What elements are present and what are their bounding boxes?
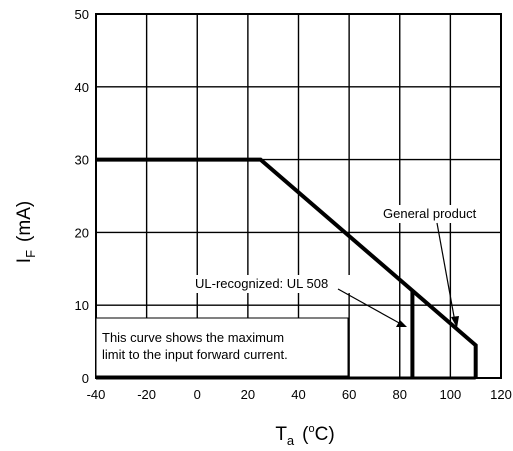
- general-product-curve: [96, 157, 478, 378]
- x-tick-label: -40: [87, 387, 106, 402]
- x-tick-label: -20: [137, 387, 156, 402]
- ul-508-arrow: [337, 288, 402, 325]
- x-axis-title: Ta (oC): [275, 423, 334, 448]
- x-tick-label: 80: [393, 387, 407, 402]
- ul-label-bg: [192, 275, 384, 293]
- grid: [95, 13, 502, 379]
- x-tick-label: 0: [194, 387, 201, 402]
- x-tick-label: 60: [342, 387, 356, 402]
- note-line-2: limit to the input forward current.: [102, 347, 288, 362]
- tick-labels: -40 -20 0 20 40 60 80 100 120 0 10 20 30 40 50: [75, 7, 512, 402]
- series-group: [96, 157, 478, 380]
- x-tick-label: 120: [490, 387, 512, 402]
- general-product-label: General product: [383, 206, 477, 221]
- ul-508-arrowhead: [396, 320, 407, 327]
- note-box: [95, 317, 349, 377]
- y-tick-label: 50: [75, 7, 89, 22]
- y-tick-label: 0: [82, 371, 89, 386]
- y-axis-title: IF(mA): [14, 201, 38, 263]
- general-product-arrowhead: [451, 316, 459, 328]
- general-product-arrow: [436, 222, 456, 323]
- x-tick-label: 100: [440, 387, 462, 402]
- y-tick-label: 20: [75, 225, 89, 240]
- x-tick-label: 20: [241, 387, 255, 402]
- ul-508-label: UL-recognized: UL 508: [195, 276, 328, 291]
- x-tick-label: 40: [291, 387, 305, 402]
- y-tick-label: 40: [75, 80, 89, 95]
- y-tick-label: 10: [75, 298, 89, 313]
- y-tick-label: 30: [75, 153, 89, 168]
- note-line-1: This curve shows the maximum: [102, 330, 284, 345]
- general-label-bg: [380, 205, 494, 223]
